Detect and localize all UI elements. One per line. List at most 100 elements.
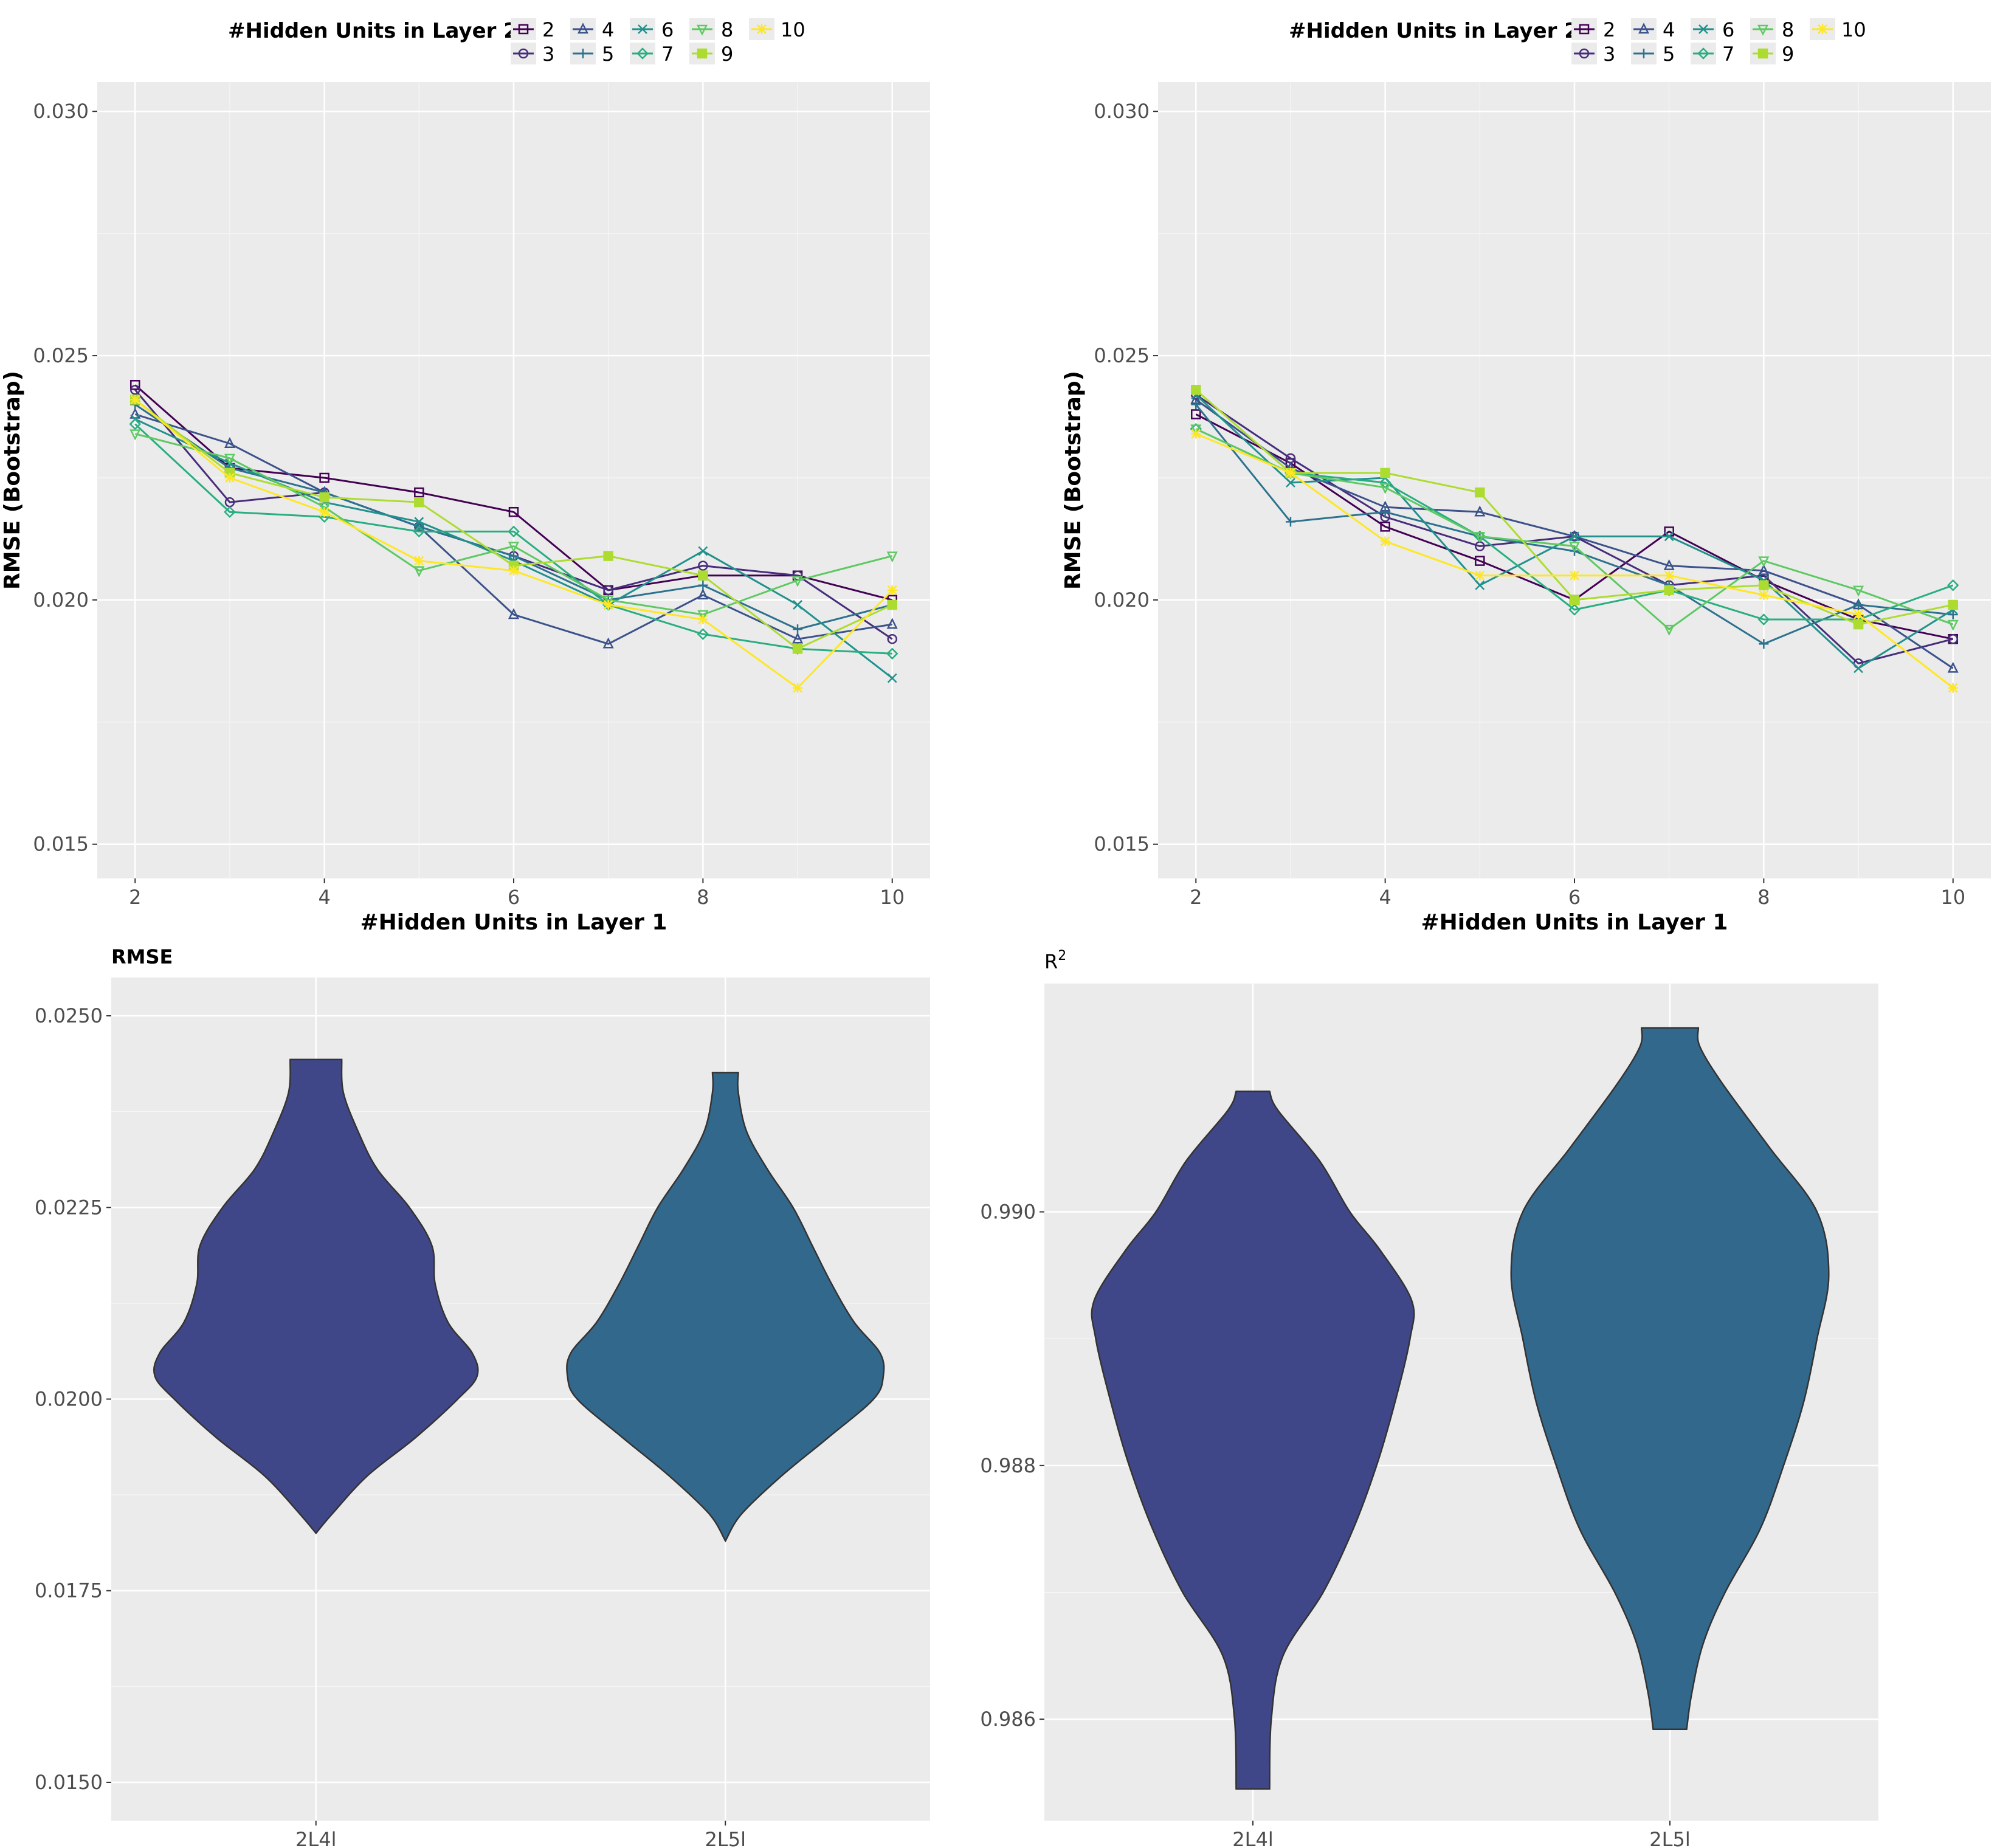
data-point — [1568, 542, 1581, 553]
violin-2L5l — [566, 1072, 885, 1543]
data-point — [887, 633, 897, 644]
legend-key-marker — [1818, 24, 1827, 34]
data-point — [1947, 619, 1959, 631]
data-point — [1191, 399, 1201, 410]
data-point — [414, 487, 424, 498]
data-point — [1285, 467, 1295, 478]
legend: #Hidden Units in Layer 2 23 45 67 89 10 — [228, 18, 805, 66]
data-point — [508, 525, 520, 538]
data-point — [697, 610, 709, 621]
data-point — [130, 380, 140, 390]
y-tick-label: 0.0200 — [35, 1388, 103, 1411]
data-point — [1663, 559, 1675, 570]
legend-label: 9 — [721, 43, 733, 66]
data-point — [1475, 570, 1485, 581]
data-point — [1380, 467, 1390, 478]
data-point — [1663, 624, 1675, 636]
data-point — [1664, 585, 1674, 596]
data-point — [698, 546, 708, 556]
data-point — [602, 595, 614, 607]
legend-label: 8 — [721, 18, 733, 41]
data-point — [1286, 478, 1295, 488]
legend-label: 2 — [1603, 18, 1615, 41]
data-point — [792, 576, 804, 587]
data-point — [1570, 570, 1579, 581]
x-tick-label: 4 — [318, 886, 330, 909]
legend-label: 4 — [1663, 18, 1675, 41]
data-point — [1475, 580, 1485, 590]
data-point — [1948, 633, 1958, 644]
data-point — [1757, 613, 1770, 626]
data-point — [1947, 579, 1959, 591]
x-axis-title: #Hidden Units in Layer 1 — [360, 910, 667, 935]
data-point — [508, 506, 519, 517]
data-point — [698, 580, 708, 590]
data-point — [698, 560, 708, 571]
data-point — [886, 551, 898, 563]
data-point — [886, 618, 898, 629]
y-tick-label: 0.020 — [1094, 588, 1150, 612]
legend-label: 5 — [602, 43, 614, 66]
data-point — [602, 637, 614, 649]
data-point — [1759, 639, 1769, 649]
x-tick-label: 8 — [1757, 886, 1770, 909]
legend-label: 3 — [542, 43, 554, 66]
legend-key-2: 2 — [1571, 18, 1615, 41]
data-point — [1853, 585, 1864, 597]
series-8 — [129, 429, 898, 621]
y-tick-label: 0.990 — [980, 1201, 1036, 1224]
data-point — [1853, 663, 1863, 674]
legend-title: #Hidden Units in Layer 2 — [228, 19, 518, 43]
data-point — [224, 506, 236, 519]
y-tick-label: 0.0250 — [35, 1004, 103, 1027]
panel-title: R2 — [1044, 948, 1066, 973]
data-point — [1569, 595, 1580, 605]
data-point — [1759, 590, 1769, 600]
data-point — [509, 565, 519, 576]
legend-key-marker — [518, 48, 529, 59]
legend-key-6: 6 — [630, 18, 674, 41]
legend-key-3: 3 — [1571, 43, 1615, 66]
data-point — [1285, 517, 1295, 527]
x-tick-label: 4 — [1379, 886, 1391, 909]
violin-2L4l — [153, 1058, 479, 1535]
data-point — [1379, 483, 1391, 494]
data-point — [1853, 619, 1864, 630]
data-point — [224, 436, 235, 448]
legend-key-10: 10 — [1810, 18, 1866, 41]
legend-key-8: 8 — [1750, 18, 1794, 41]
legend-label: 7 — [1722, 43, 1734, 66]
y-tick-label: 0.015 — [1094, 833, 1150, 856]
line-panel-1: 2 4 6 8 10 0.015 0.020 0.025 0.030 #Hidden Units … — [0, 82, 930, 935]
y-tick-label: 0.020 — [33, 588, 89, 612]
legend-key-7: 7 — [630, 43, 674, 66]
legend-key-marker — [518, 24, 529, 35]
legend-key-marker — [578, 49, 588, 58]
legend-key-marker — [636, 47, 649, 60]
data-point — [697, 588, 709, 600]
panel-title: RMSE — [111, 945, 173, 968]
data-point — [887, 673, 897, 683]
legend-key-marker — [757, 24, 767, 34]
data-point — [129, 407, 141, 419]
y-tick-label: 0.025 — [1094, 344, 1150, 367]
legend-label: 6 — [661, 18, 674, 41]
series-10 — [1191, 429, 1958, 693]
series-line — [134, 423, 892, 655]
data-point — [1759, 580, 1769, 591]
data-point — [1664, 570, 1674, 581]
legend-label: 10 — [1841, 18, 1866, 41]
y-tick-label: 0.0175 — [35, 1579, 103, 1602]
legend-key-7: 7 — [1691, 43, 1734, 66]
legend-label: 4 — [602, 18, 614, 41]
y-tick-label: 0.025 — [33, 344, 89, 367]
data-point — [698, 570, 708, 581]
legend-key-marker — [1698, 24, 1708, 34]
panel-title-superscript: 2 — [1058, 948, 1066, 964]
legend-label: 8 — [1782, 18, 1794, 41]
data-point — [603, 599, 613, 610]
legend-label: 9 — [1782, 43, 1794, 66]
legend-key-marker — [1639, 49, 1649, 58]
series-7 — [129, 418, 898, 660]
data-point — [1758, 564, 1770, 575]
